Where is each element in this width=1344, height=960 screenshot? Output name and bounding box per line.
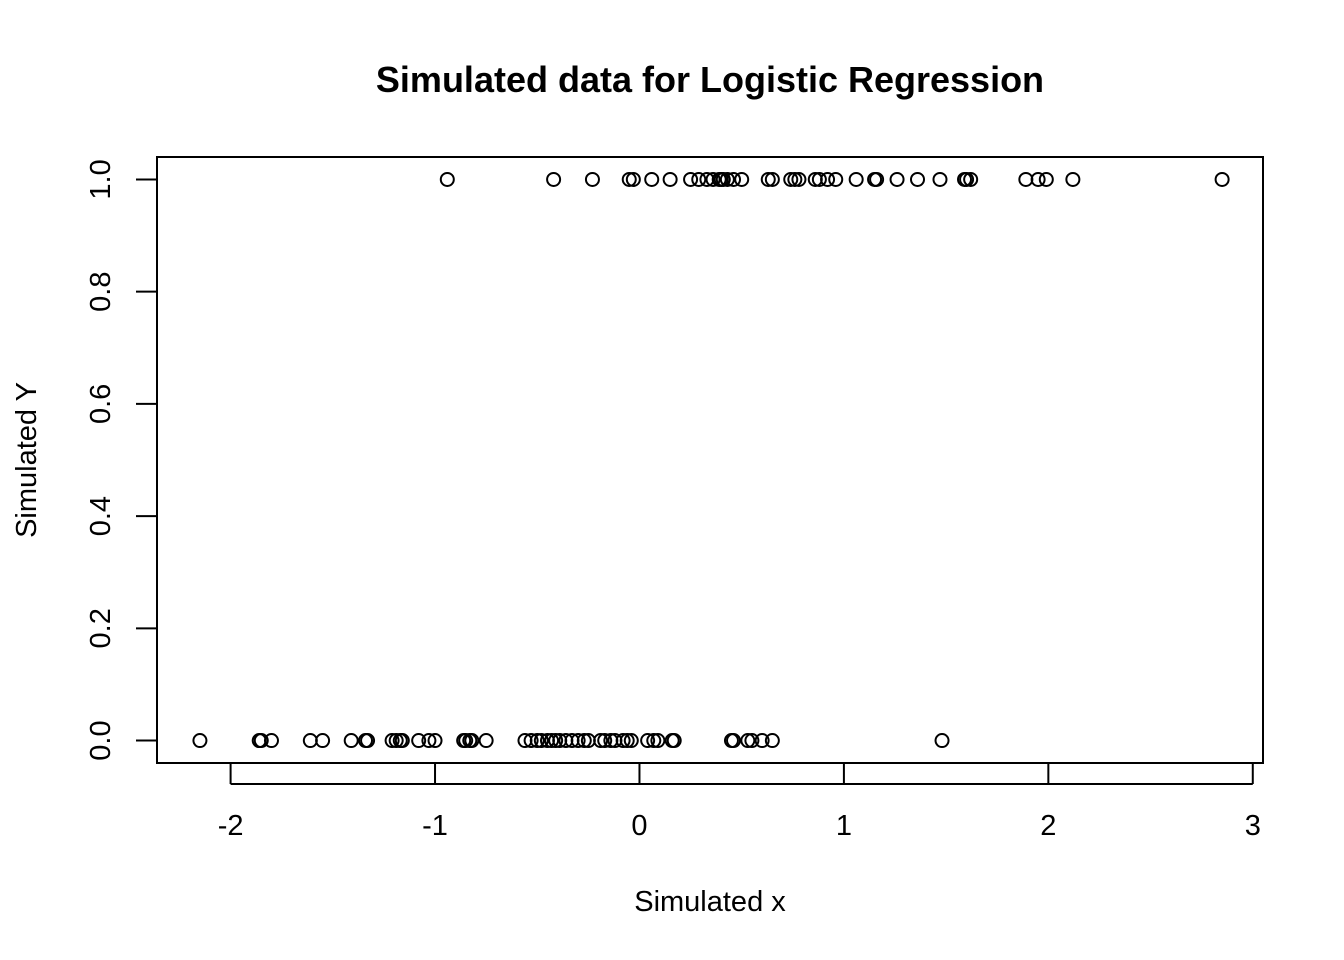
data-point-y1 (662, 171, 678, 187)
data-point-y1 (963, 171, 979, 187)
data-point-y1 (828, 171, 844, 187)
data-point-y0 (754, 733, 770, 749)
data-point-y0 (640, 733, 656, 749)
data-point-y1 (1065, 171, 1081, 187)
data-point-y1 (705, 171, 721, 187)
data-point-y0 (388, 733, 404, 749)
data-point-y0 (192, 733, 208, 749)
y-axis: 0.0 0.2 0.4 0.6 0.8 1.0 (85, 159, 158, 761)
data-point-y1 (959, 171, 975, 187)
data-point-y1 (719, 171, 735, 187)
data-point-y0 (529, 733, 545, 749)
data-point-y0 (427, 733, 443, 749)
data-point-y1 (932, 171, 948, 187)
y-tick-label: 0.0 (85, 720, 117, 760)
x-tick-label: 1 (836, 810, 852, 842)
data-point-y0 (544, 733, 560, 749)
data-point-y1 (621, 171, 637, 187)
data-point-y1 (869, 171, 885, 187)
data-point-y1 (1018, 171, 1034, 187)
plot-frame (156, 156, 1264, 764)
data-point-y1 (783, 171, 799, 187)
data-point-y1 (1214, 171, 1230, 187)
data-point-y0 (623, 733, 639, 749)
chart-title: Simulated data for Logistic Regression (376, 59, 1044, 100)
data-point-y1 (625, 171, 641, 187)
data-point-y0 (421, 733, 437, 749)
data-point-y1 (715, 171, 731, 187)
data-point-y1 (811, 171, 827, 187)
data-point-y0 (764, 733, 780, 749)
data-point-y0 (597, 733, 613, 749)
data-point-y0 (302, 733, 318, 749)
data-point-y1 (760, 171, 776, 187)
x-tick-label: 0 (631, 810, 647, 842)
data-point-y1 (691, 171, 707, 187)
data-point-y0 (315, 733, 331, 749)
data-point-y0 (744, 733, 760, 749)
data-point-y1 (791, 171, 807, 187)
data-point-y0 (464, 733, 480, 749)
data-point-y1 (889, 171, 905, 187)
data-point-y1 (584, 171, 600, 187)
data-point-y0 (615, 733, 631, 749)
data-point-y0 (523, 733, 539, 749)
data-point-y0 (384, 733, 400, 749)
data-point-y0 (263, 733, 279, 749)
data-point-y1 (683, 171, 699, 187)
data-point-y1 (820, 171, 836, 187)
data-point-y1 (726, 171, 742, 187)
y-tick-label: 1.0 (85, 159, 117, 199)
data-point-y1 (848, 171, 864, 187)
data-point-y0 (458, 733, 474, 749)
y-tick-label: 0.4 (85, 496, 117, 536)
data-point-y0 (576, 733, 592, 749)
x-tick-label: 3 (1245, 810, 1261, 842)
data-point-y0 (343, 733, 359, 749)
data-point-y1 (910, 171, 926, 187)
data-point-y1 (439, 171, 455, 187)
data-point-y1 (764, 171, 780, 187)
data-point-y0 (740, 733, 756, 749)
x-axis-title: Simulated x (634, 886, 786, 918)
x-tick-label: -2 (218, 810, 244, 842)
data-point-y0 (650, 733, 666, 749)
data-point-y0 (548, 733, 564, 749)
data-point-y0 (646, 733, 662, 749)
data-point-y1 (546, 171, 562, 187)
data-point-y1 (787, 171, 803, 187)
data-point-y0 (253, 733, 269, 749)
data-point-y0 (533, 733, 549, 749)
data-point-y0 (934, 733, 950, 749)
data-point-y1 (644, 171, 660, 187)
data-point-y0 (666, 733, 682, 749)
y-tick-label: 0.6 (85, 384, 117, 424)
x-tick-label: -1 (422, 810, 448, 842)
data-point-y0 (411, 733, 427, 749)
y-axis-title: Simulated Y (11, 382, 43, 538)
data-point-y0 (570, 733, 586, 749)
x-tick-label: 2 (1040, 810, 1056, 842)
data-point-y0 (360, 733, 376, 749)
x-axis: -2 -1 0 1 2 3 (218, 763, 1261, 842)
data-point-y0 (394, 733, 410, 749)
data-point-y0 (726, 733, 742, 749)
y-tick-label: 0.2 (85, 608, 117, 648)
data-point-y1 (1030, 171, 1046, 187)
y-tick-label: 0.8 (85, 272, 117, 312)
data-point-y0 (593, 733, 609, 749)
data-point-y0 (478, 733, 494, 749)
data-point-y1 (1038, 171, 1054, 187)
data-point-y1 (734, 171, 750, 187)
data-points (192, 171, 1230, 749)
data-point-y0 (619, 733, 635, 749)
